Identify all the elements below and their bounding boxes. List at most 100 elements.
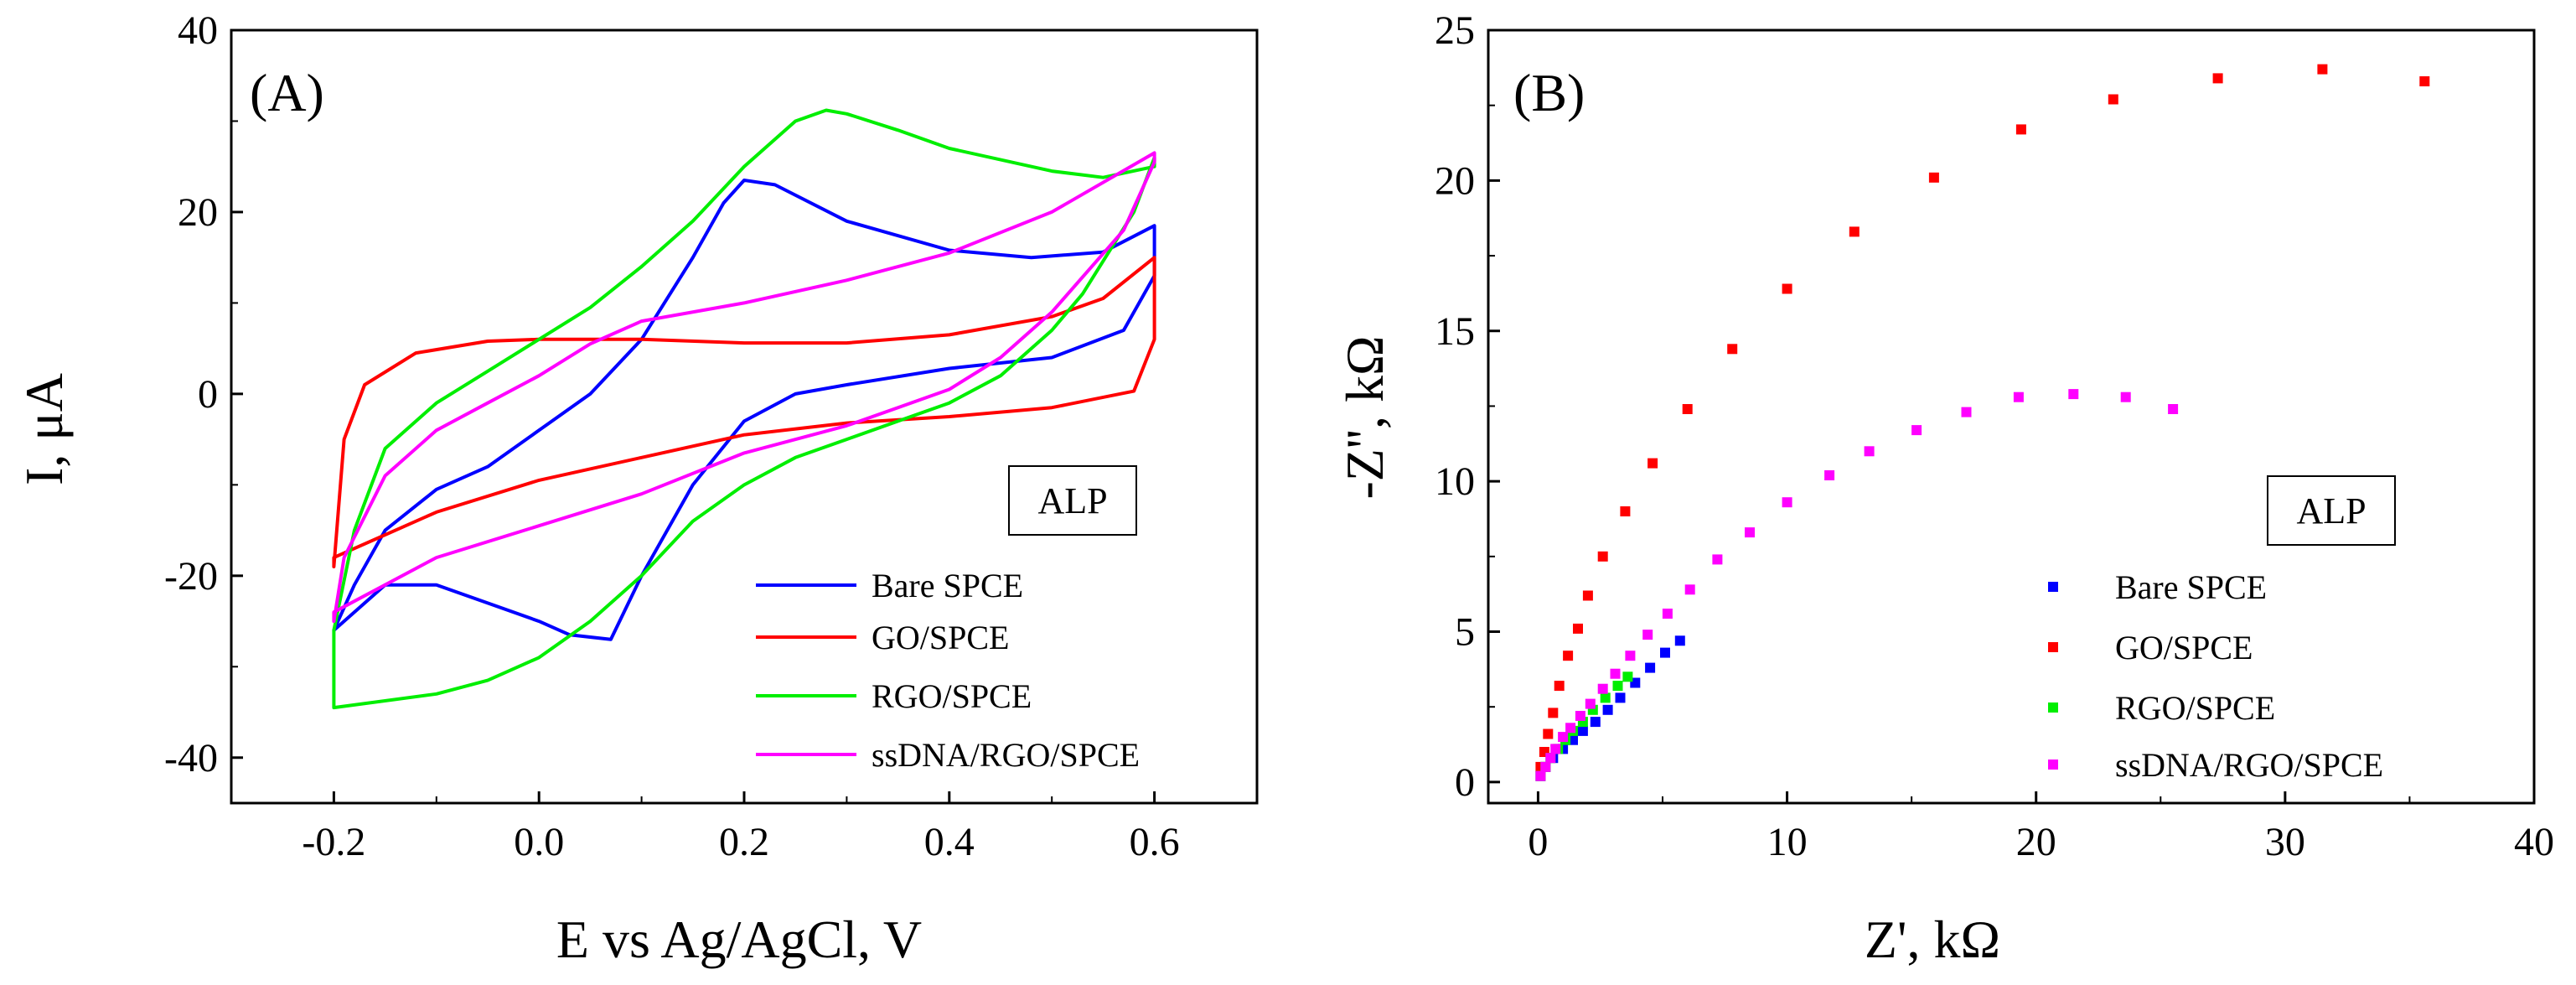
panel-b-point-go-spce	[2015, 124, 2026, 135]
panel-b-point-go-spce	[1554, 681, 1565, 692]
panel-b-x-axis-label: Z', kΩ	[1865, 910, 2000, 969]
panel-b-point-ssdna-rgo-spce	[1558, 732, 1569, 743]
panel-b-point-go-spce	[1682, 404, 1693, 414]
panel-b-annotation-box	[2267, 475, 2396, 546]
panel-b-point-ssdna-rgo-spce	[1712, 554, 1723, 565]
panel-b-point-ssdna-rgo-spce	[1745, 527, 1755, 538]
panel-b-y-tick-label: 25	[1435, 8, 1475, 53]
panel-a-y-tick-label: -40	[164, 736, 218, 780]
panel-b-y-axis-label: -Z'', kΩ	[1335, 335, 1394, 499]
panel-b-point-ssdna-rgo-spce	[1782, 497, 1792, 508]
panel-b-point-ssdna-rgo-spce	[2068, 389, 2079, 400]
panel-b-point-ssdna-rgo-spce	[1610, 668, 1621, 679]
panel-a-annotation-box	[1008, 465, 1137, 536]
panel-b-point-ssdna-rgo-spce	[1550, 744, 1561, 754]
panel-a-series-group	[332, 108, 1156, 710]
panel-b-point-ssdna-rgo-spce	[2120, 391, 2131, 402]
panel-b-point-ssdna-rgo-spce	[1684, 584, 1695, 595]
panel-a-series-line-go-spce	[332, 256, 1156, 568]
panel-b-y-tick-label: 5	[1455, 610, 1475, 655]
panel-b-point-go-spce	[1782, 283, 1792, 294]
panel-b-point-ssdna-rgo-spce	[1625, 651, 1636, 661]
panel-a-series-line-ssdna-rgo-spce	[332, 151, 1156, 624]
panel-b-x-tick-label: 30	[2265, 820, 2305, 864]
panel-a-cv-chart: -0.2 0.0 0.2 0.4 0.6 -40 -20 0 20 40 (A) ALP Bare…	[14, 8, 1259, 969]
panel-b-legend: Bare SPCE GO/SPCE RGO/SPCE ssDNA/RGO/SPC…	[2048, 568, 2383, 784]
panel-b-ticks: 0 10 20 30 40 0 5 10 15 20 25	[1435, 8, 2554, 864]
panel-b-point-go-spce	[1573, 623, 1583, 634]
panel-b-legend-swatch-bare	[2048, 582, 2058, 592]
panel-b-y-tick-label: 0	[1455, 760, 1475, 805]
panel-b-point-ssdna-rgo-spce	[1961, 407, 1972, 417]
panel-b-plot-frame	[1487, 29, 2536, 805]
panel-a-y-tick-label: -20	[164, 554, 218, 599]
panel-b-y-tick-label: 10	[1435, 459, 1475, 504]
panel-b-legend-swatch-go	[2048, 642, 2058, 652]
panel-b-legend-label-rgo: RGO/SPCE	[2115, 689, 2275, 727]
panel-a-legend-label-rgo: RGO/SPCE	[872, 677, 1032, 715]
panel-b-point-go-spce	[1727, 344, 1738, 355]
panel-b-x-tick-label: 10	[1767, 820, 1808, 864]
panel-a-legend-label-bare: Bare SPCE	[872, 567, 1023, 604]
panel-b-point-go-spce	[1597, 551, 1608, 562]
panel-b-point-rgo-spce	[1600, 692, 1611, 703]
panel-a-y-tick-label: 40	[178, 8, 218, 53]
panel-b-legend-label-go: GO/SPCE	[2115, 629, 2253, 666]
panel-a-x-tick-label: 0.6	[1130, 820, 1180, 864]
panel-b-x-tick-label: 0	[1528, 820, 1548, 864]
panel-a-y-tick-label: 0	[198, 372, 218, 417]
panel-a-plot-frame	[230, 29, 1259, 805]
panel-b-point-ssdna-rgo-spce	[2168, 404, 2179, 414]
panel-a-label: (A)	[250, 63, 324, 122]
panel-b-legend-swatch-ssdna	[2048, 759, 2058, 770]
panel-b-y-tick-label: 20	[1435, 158, 1475, 203]
panel-b-point-ssdna-rgo-spce	[1911, 425, 1922, 436]
panel-b-point-go-spce	[1620, 506, 1631, 516]
panel-b-legend-label-ssdna: ssDNA/RGO/SPCE	[2115, 746, 2383, 784]
panel-b-point-ssdna-rgo-spce	[1597, 683, 1608, 694]
panel-b-point-bare-spce	[1590, 717, 1601, 728]
panel-a-y-axis-label: I, μA	[14, 373, 74, 485]
panel-b-point-go-spce	[2419, 76, 2430, 86]
panel-a-x-tick-label: 0.2	[719, 820, 769, 864]
panel-b-point-bare-spce	[1645, 662, 1656, 673]
panel-a-x-tick-label: 0.0	[514, 820, 564, 864]
panel-a-x-tick-label: -0.2	[302, 820, 365, 864]
panel-b-point-go-spce	[1648, 458, 1658, 469]
panel-b-legend-label-bare: Bare SPCE	[2115, 568, 2267, 606]
panel-b-point-go-spce	[1548, 708, 1559, 718]
panel-b-point-rgo-spce	[1622, 671, 1633, 682]
panel-b-point-bare-spce	[1602, 704, 1613, 715]
panel-b-point-bare-spce	[1674, 635, 1685, 646]
panel-b-point-ssdna-rgo-spce	[1545, 753, 1556, 764]
panel-b-point-ssdna-rgo-spce	[1575, 711, 1585, 721]
panel-b-point-go-spce	[2212, 73, 2223, 84]
panel-b-point-go-spce	[1563, 651, 1574, 661]
panel-b-point-go-spce	[2317, 64, 2328, 75]
panel-a-x-axis-label: E vs Ag/AgCl, V	[556, 910, 922, 969]
panel-a-y-tick-label: 20	[178, 190, 218, 235]
panel-a-ticks: -0.2 0.0 0.2 0.4 0.6 -40 -20 0 20 40	[164, 8, 1180, 864]
panel-b-point-go-spce	[2108, 94, 2118, 105]
panel-a-x-tick-label: 0.4	[924, 820, 975, 864]
panel-b-point-rgo-spce	[1612, 681, 1623, 692]
panel-b-point-bare-spce	[1577, 725, 1588, 736]
panel-b-point-bare-spce	[1615, 692, 1626, 703]
panel-b-point-bare-spce	[1660, 647, 1670, 658]
panel-b-point-ssdna-rgo-spce	[1585, 698, 1596, 709]
panel-b-annotation: ALP	[2296, 490, 2366, 531]
panel-b-point-ssdna-rgo-spce	[1864, 446, 1875, 457]
panel-a-legend: Bare SPCE GO/SPCE RGO/SPCE ssDNA/RGO/SPC…	[756, 567, 1140, 774]
panel-a-legend-label-ssdna: ssDNA/RGO/SPCE	[872, 736, 1140, 774]
panel-b-point-ssdna-rgo-spce	[1540, 761, 1551, 772]
panel-b-point-go-spce	[1582, 590, 1593, 601]
panel-b-point-ssdna-rgo-spce	[1535, 770, 1546, 781]
panel-b-y-tick-label: 15	[1435, 309, 1475, 354]
panel-a-series-line-rgo-spce	[332, 108, 1156, 710]
panel-b-point-ssdna-rgo-spce	[2013, 391, 2024, 402]
panel-a-annotation: ALP	[1037, 480, 1107, 521]
panel-b-series-group	[1535, 64, 2430, 781]
panel-b-legend-swatch-rgo	[2048, 702, 2058, 713]
panel-b-eis-chart: 0 10 20 30 40 0 5 10 15 20 25 (B) ALP Bare SPCE GO…	[1335, 8, 2554, 969]
panel-a-legend-label-go: GO/SPCE	[872, 619, 1010, 656]
